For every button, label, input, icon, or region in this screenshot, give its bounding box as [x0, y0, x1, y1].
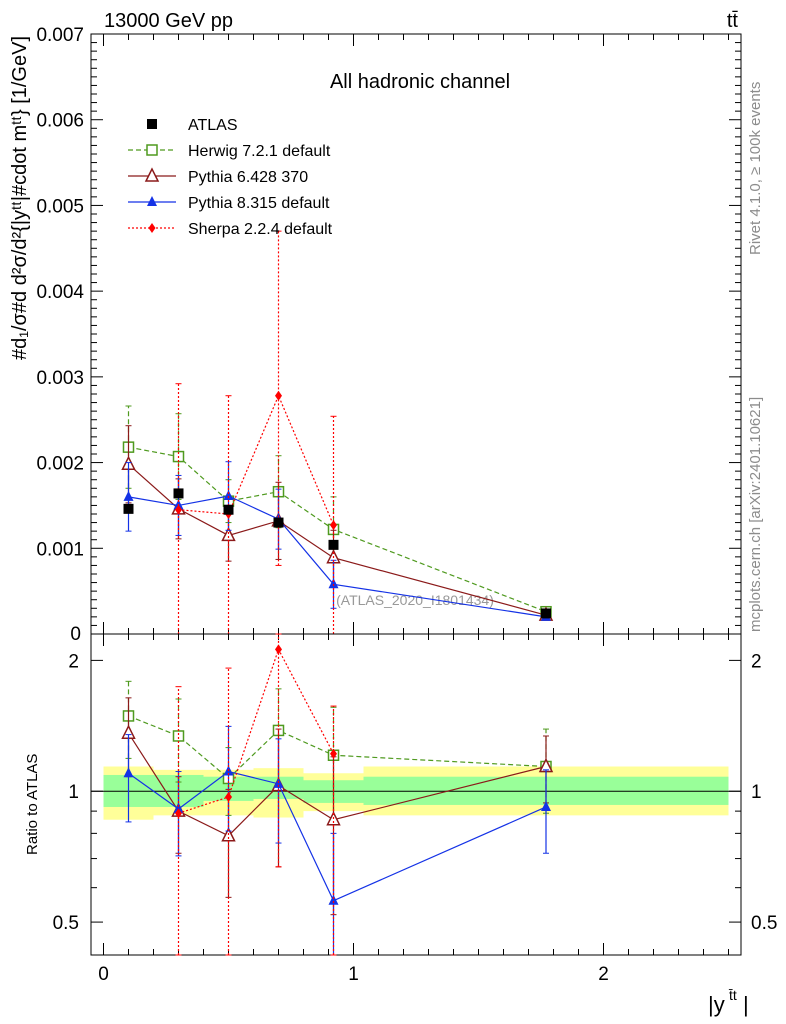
ratio-y-axis-label: Ratio to ATLAS — [24, 754, 41, 855]
legend-label: Sherpa 2.2.4 default — [188, 221, 333, 238]
series-pythia-8-315-default-point — [223, 490, 234, 500]
series-atlas-point — [328, 539, 339, 550]
ratio-y-tick-label-right: 0.5 — [751, 913, 777, 934]
legend-entry: Sherpa 2.2.4 default — [128, 221, 333, 238]
series-pythia-8-315-default-line — [128, 495, 547, 618]
series-pythia-8-315-default-point — [328, 578, 339, 589]
series-pythia-6-428-370-ratio-line — [127, 732, 547, 837]
chart-title: All hadronic channel — [330, 71, 510, 93]
legend-marker — [147, 119, 157, 129]
legend-entry: Herwig 7.2.1 default — [128, 143, 331, 160]
series-pythia-8-315-default-ratio-point — [541, 800, 551, 811]
series-pythia-8-315-default-ratio-point — [173, 803, 184, 814]
series-herwig-7-2-1-default-ratio-point — [172, 730, 185, 742]
x-tick-label: 1 — [348, 964, 359, 985]
series-herwig-7-2-1-default-line — [128, 446, 547, 613]
x-tick-label: 0 — [98, 964, 109, 985]
legend-label: Pythia 6.428 370 — [188, 169, 308, 186]
legend: ATLAS Herwig 7.2.1 default Pythia 6.428 37… — [128, 117, 333, 238]
legend-marker — [146, 144, 158, 156]
series-sherpa-2-2-4-default-point — [330, 520, 337, 531]
x-tick-label: 2 — [598, 964, 609, 985]
x-axis-label-end: | — [743, 992, 749, 1017]
ratio-panel: 0 1 2 0.5 0.5 1 1 2 2 |y t̄t | Ratio to ATLAS — [24, 633, 777, 1017]
header-energy-label: 13000 GeV pp — [104, 10, 233, 32]
rivet-version-label: Rivet 4.1.0, ≥ 100k events — [747, 82, 764, 255]
series-pythia-8-315-default-point — [123, 490, 134, 501]
analysis-label: (ATLAS_2020_I1801434) — [336, 592, 494, 608]
series-sherpa-2-2-4-default-ratio-point — [275, 644, 282, 655]
series-herwig-7-2-1-default-ratio-line — [128, 715, 547, 780]
y-tick-label-zero: 0 — [70, 624, 81, 645]
mcplots-label: mcplots.cern.ch [arXiv:2401.10621] — [747, 397, 764, 632]
y-tick-label: 0.003 — [36, 368, 84, 389]
ratio-y-tick-label-right: 1 — [751, 782, 762, 803]
legend-marker — [144, 167, 160, 182]
y-tick-label: 0.007 — [36, 25, 84, 46]
legend-marker — [148, 223, 156, 233]
y-axis-label: #d₁/σ#d d²σ/d²{|yᵗᵗ|#cdot mᵗᵗ} [1/GeV] — [9, 36, 31, 360]
series-atlas-point — [273, 517, 284, 528]
series-sherpa-2-2-4-default-ratio-point — [225, 791, 232, 802]
y-tick-label: 0.006 — [36, 111, 84, 132]
series-atlas-point — [541, 608, 551, 619]
x-axis-label: |y — [708, 992, 725, 1017]
legend-entry: ATLAS — [147, 117, 238, 134]
ratio-y-tick-label: 2 — [68, 651, 79, 672]
series-pythia-8-315-default-ratio-point — [328, 894, 339, 905]
ratio-frame — [90, 633, 742, 956]
series-atlas-point — [223, 504, 234, 515]
series-atlas-point — [123, 503, 134, 514]
ratio-y-tick-label: 1 — [68, 782, 79, 803]
ratio-y-tick-label-right: 2 — [751, 651, 762, 672]
legend-marker — [147, 196, 157, 206]
y-tick-label: 0.001 — [36, 539, 84, 560]
main-panel: 0.001 0.002 0.003 0.004 0.005 0.006 0.007 0 #d₁/… — [9, 25, 742, 955]
y-tick-label: 0.005 — [36, 196, 84, 217]
ratio-y-tick-label: 0.5 — [53, 913, 79, 934]
legend-label: Pythia 8.315 default — [188, 195, 330, 212]
x-axis-label-sup: t̄t — [729, 987, 737, 1003]
series-sherpa-2-2-4-default-point — [175, 504, 182, 515]
series-pythia-6-428-370-line — [128, 463, 547, 616]
legend-label: ATLAS — [188, 117, 238, 134]
legend-label: Herwig 7.2.1 default — [188, 143, 331, 160]
series-sherpa-2-2-4-default-ratio-point — [330, 748, 337, 759]
series-atlas-point — [173, 488, 184, 499]
series-sherpa-2-2-4-default-line — [178, 394, 335, 526]
y-tick-label: 0.004 — [36, 282, 84, 303]
series-pythia-8-315-default-ratio-point — [123, 767, 134, 778]
series-sherpa-2-2-4-default-point — [275, 390, 282, 401]
y-tick-label: 0.002 — [36, 454, 84, 475]
legend-entry: Pythia 8.315 default — [128, 195, 330, 212]
series-sherpa-2-2-4-default-ratio-point — [175, 808, 182, 819]
series-pythia-8-315-default-ratio-line — [128, 770, 547, 902]
header-process-label: tt̄ — [727, 10, 739, 32]
legend-entry: Pythia 6.428 370 — [128, 167, 308, 186]
